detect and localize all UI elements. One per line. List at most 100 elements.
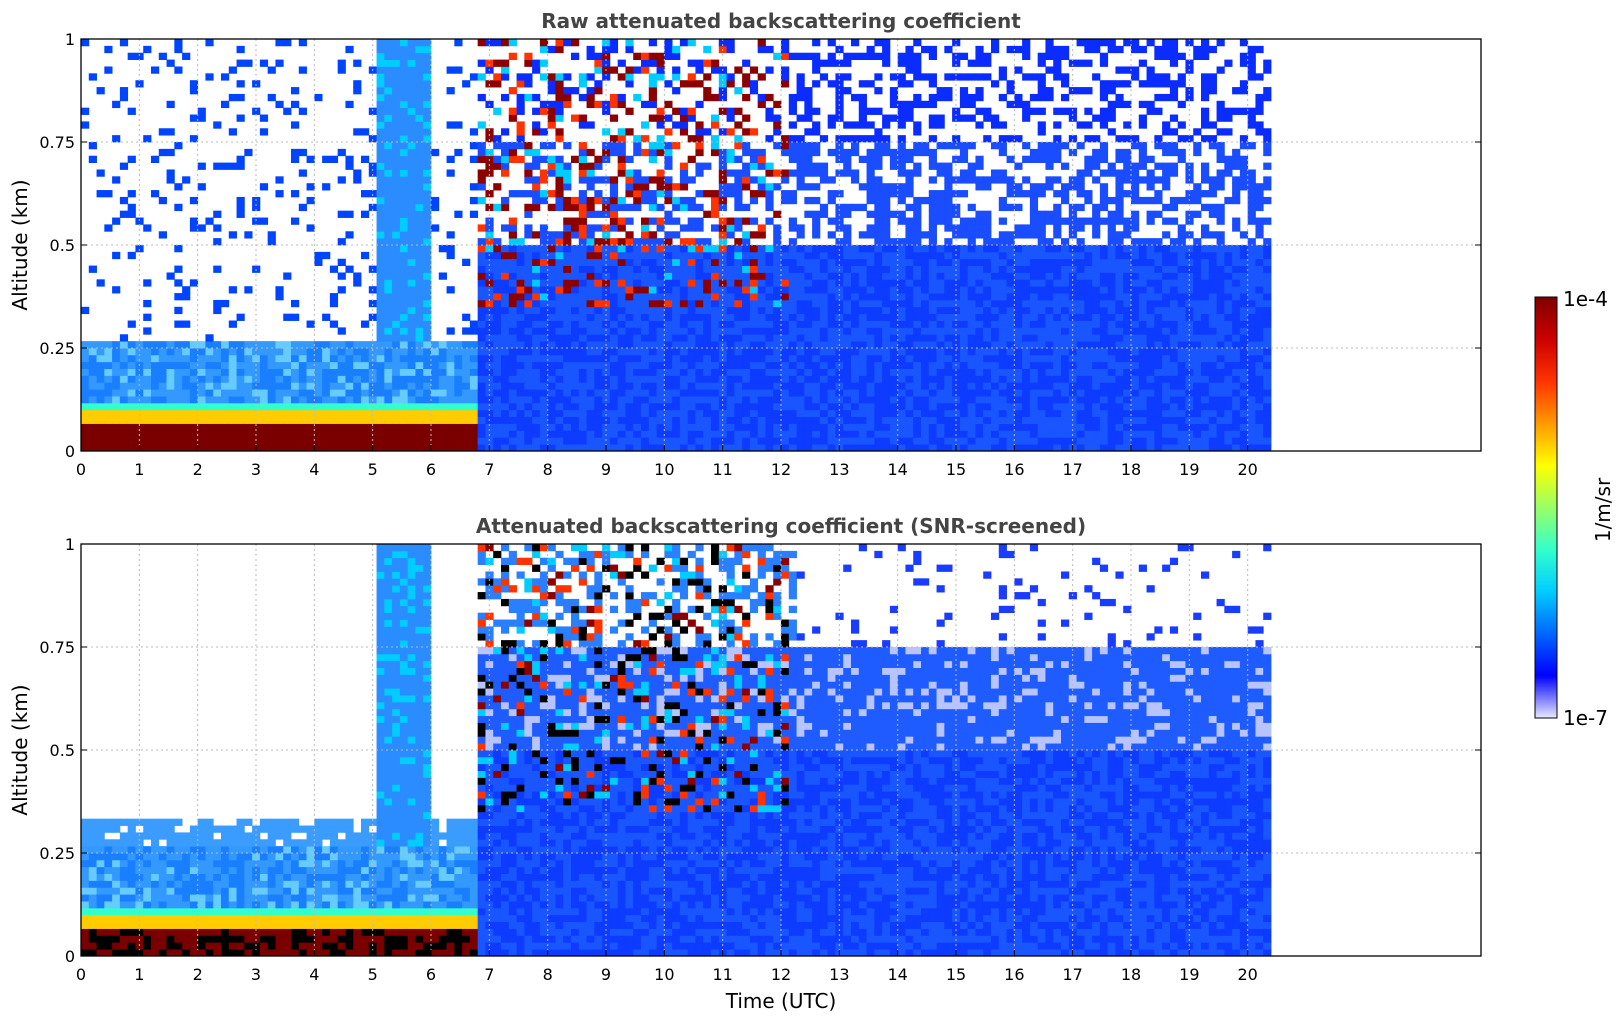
heatmap-cell	[1076, 203, 1085, 212]
heatmap-cell	[921, 389, 930, 397]
heatmap-cell	[858, 368, 867, 376]
heatmap-cell	[594, 258, 603, 266]
heatmap-cell	[703, 437, 712, 445]
heatmap-cell	[959, 272, 969, 280]
heatmap-cell	[438, 409, 447, 418]
heatmap-cell	[423, 327, 432, 335]
heatmap-cell	[1045, 299, 1054, 308]
heatmap-cell	[617, 238, 626, 246]
heatmap-cell	[399, 203, 409, 212]
heatmap-cell	[555, 313, 564, 321]
heatmap-cell	[757, 327, 766, 335]
heatmap-cell	[555, 162, 564, 170]
heatmap-cell	[602, 52, 611, 60]
heatmap-cell	[726, 148, 735, 157]
heatmap-cell	[477, 196, 486, 205]
heatmap-cell	[578, 155, 587, 163]
heatmap-cell	[687, 313, 696, 321]
heatmap-cell	[563, 203, 572, 212]
heatmap-cell	[1037, 423, 1046, 431]
heatmap-cell	[96, 430, 105, 438]
heatmap-cell	[197, 402, 206, 411]
heatmap-cell	[197, 409, 206, 418]
heatmap-cell	[773, 389, 782, 397]
heatmap-cell	[889, 389, 899, 397]
heatmap-cell	[392, 114, 401, 122]
heatmap-cell	[711, 196, 720, 205]
heatmap-cell	[819, 299, 829, 308]
heatmap-cell	[1061, 245, 1070, 253]
heatmap-cell	[773, 313, 782, 321]
heatmap-cell	[236, 210, 245, 218]
heatmap-cell	[617, 217, 626, 225]
heatmap-cell	[726, 444, 735, 451]
heatmap-cell	[718, 224, 727, 232]
heatmap-cell	[508, 148, 517, 157]
heatmap-cell	[804, 148, 813, 157]
heatmap-cell	[384, 142, 393, 150]
heatmap-cell	[812, 293, 821, 301]
heatmap-cell	[477, 258, 486, 266]
heatmap-cell	[672, 121, 681, 129]
heatmap-cell	[983, 368, 992, 376]
heatmap-cell	[485, 409, 494, 418]
heatmap-cell	[991, 279, 1000, 287]
heatmap-cell	[1068, 334, 1077, 342]
heatmap-cell	[1037, 183, 1046, 191]
heatmap-cell	[555, 299, 564, 308]
heatmap-cell	[983, 444, 992, 451]
heatmap-cell	[672, 272, 681, 280]
heatmap-cell	[392, 348, 401, 356]
heatmap-cell	[361, 375, 370, 383]
heatmap-cell	[742, 128, 751, 136]
heatmap-cell	[415, 217, 424, 225]
heatmap-cell	[874, 217, 883, 225]
heatmap-cell	[415, 306, 424, 315]
heatmap-cell	[679, 245, 689, 253]
heatmap-cell	[477, 334, 486, 342]
heatmap-cell	[1045, 148, 1054, 157]
heatmap-cell	[182, 368, 191, 376]
heatmap-cell	[571, 409, 580, 418]
heatmap-cell	[376, 183, 385, 191]
heatmap-cell	[749, 293, 759, 301]
heatmap-cell	[392, 251, 401, 260]
heatmap-cell	[547, 142, 556, 150]
heatmap-cell	[182, 382, 191, 390]
heatmap-cell	[905, 416, 914, 424]
heatmap-cell	[501, 66, 510, 74]
heatmap-cell	[1092, 272, 1101, 280]
heatmap-cell	[921, 437, 930, 445]
heatmap-cell	[874, 327, 883, 335]
heatmap-cell	[1014, 66, 1023, 74]
heatmap-cell	[804, 272, 813, 280]
heatmap-cell	[788, 238, 797, 246]
heatmap-cell	[462, 375, 471, 383]
heatmap-cell	[905, 444, 914, 451]
heatmap-cell	[571, 416, 580, 424]
heatmap-cell	[656, 389, 665, 397]
heatmap-cell	[267, 430, 276, 438]
heatmap-cell	[524, 334, 533, 342]
heatmap-cell	[516, 382, 525, 390]
heatmap-cell	[928, 320, 937, 328]
heatmap-cell	[967, 361, 976, 369]
heatmap-cell	[718, 258, 727, 266]
heatmap-cell	[905, 299, 914, 308]
heatmap-cell	[827, 444, 836, 451]
heatmap-cell	[594, 313, 603, 321]
heatmap-cell	[259, 59, 269, 67]
heatmap-cell	[672, 231, 681, 239]
heatmap-cell	[259, 341, 269, 349]
heatmap-cell	[889, 299, 899, 308]
heatmap-cell	[275, 389, 284, 397]
heatmap-cell	[664, 238, 673, 246]
heatmap-cell	[127, 382, 136, 390]
heatmap-cell	[508, 361, 517, 369]
heatmap-cell	[578, 334, 587, 342]
heatmap-cell	[866, 306, 875, 315]
heatmap-cell	[213, 224, 222, 232]
heatmap-cell	[547, 87, 556, 95]
heatmap-cell	[1037, 416, 1046, 424]
heatmap-cell	[749, 66, 759, 74]
